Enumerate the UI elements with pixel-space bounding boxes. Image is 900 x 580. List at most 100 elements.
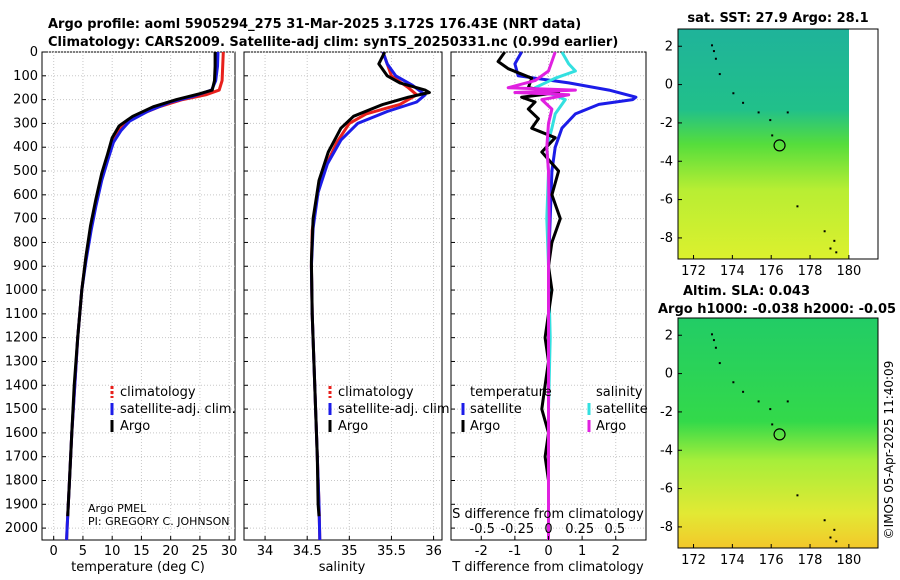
legend-temp-satellite: satellite <box>470 402 522 417</box>
x-tick-label: 2 <box>612 544 620 559</box>
sst-map-title: sat. SST: 27.9 Argo: 28.1 <box>687 11 868 26</box>
legend-satellite: satellite-adj. clim. <box>120 402 236 417</box>
y-tick-label: -2 <box>660 405 673 420</box>
sla-map-axes <box>677 317 879 549</box>
y-tick-label: 200 <box>13 93 38 108</box>
legend-argo: Argo <box>120 419 150 434</box>
legend-satellite: satellite-adj. clim. <box>338 402 454 417</box>
island-mark <box>711 44 714 47</box>
island-mark <box>771 134 774 137</box>
y-tick-label: 800 <box>13 235 38 250</box>
x-tick-label: 35 <box>341 544 358 559</box>
temperature-legend: climatology satellite-adj. clim. Argo <box>110 385 236 434</box>
y-tick-label: 400 <box>13 140 38 155</box>
sst-map-panel: sat. SST: 27.9 Argo: 28.1 172 174 176 178 18… <box>660 11 879 279</box>
island-mark <box>714 346 717 349</box>
legend-climatology: climatology <box>338 385 414 400</box>
y-tick-label: -4 <box>660 443 673 458</box>
sst-heatmap <box>678 29 849 259</box>
y-tick-label: 1100 <box>5 307 38 322</box>
island-mark <box>757 111 760 114</box>
sst-map-axes <box>677 28 879 260</box>
y-tick-label: 0 <box>665 78 673 93</box>
island-mark <box>786 111 789 114</box>
y-tick-label: 1600 <box>5 426 38 441</box>
island-mark <box>718 362 721 365</box>
x-tick-label: 1 <box>578 544 586 559</box>
x-tick-label: -2 <box>475 544 488 559</box>
x-tick-label: -1 <box>508 544 521 559</box>
x-tick-label: 180 <box>836 264 861 279</box>
x-tick-label: 176 <box>759 553 784 568</box>
salinity-panel: 34 34.5 35 35.5 36 salinity climatology sate… <box>243 51 454 575</box>
x-tick-label: 35.5 <box>377 544 406 559</box>
top-tick-label: 0.5 <box>604 522 625 537</box>
island-mark <box>712 50 715 53</box>
island-mark <box>714 57 717 60</box>
island-mark <box>732 381 735 384</box>
x-tick-label: 15 <box>133 544 150 559</box>
sla-map-panel: Altim. SLA: 0.043 Argo h1000: -0.038 h20… <box>658 284 896 568</box>
island-mark <box>829 247 832 250</box>
island-mark <box>796 205 799 208</box>
sla-map-title-2: Argo h1000: -0.038 h2000: -0.05 <box>658 302 896 317</box>
float-position-marker <box>773 139 786 152</box>
island-mark <box>833 528 836 531</box>
x-tick-label: 178 <box>798 553 823 568</box>
x-tick-label: 0 <box>50 544 58 559</box>
series-line-argo <box>309 51 431 517</box>
island-mark <box>835 540 838 543</box>
title-line-1: Argo profile: aoml 5905294_275 31-Mar-20… <box>48 17 581 32</box>
credit-line-1: Argo PMEL <box>88 502 147 515</box>
y-tick-label: 900 <box>13 259 38 274</box>
island-mark <box>823 519 826 522</box>
y-tick-label: -8 <box>660 231 673 246</box>
x-tick-label: 10 <box>104 544 121 559</box>
y-tick-label: -8 <box>660 520 673 535</box>
y-tick-label: 500 <box>13 164 38 179</box>
x-tick-label: 20 <box>162 544 179 559</box>
difference-top-xlabel: S difference from climatology <box>452 507 644 522</box>
series-line-salinity-argo <box>506 51 577 540</box>
x-tick-label: 25 <box>192 544 209 559</box>
legend-argo: Argo <box>338 419 368 434</box>
top-tick-label: -0.25 <box>500 522 534 537</box>
difference-panel: -2 -1 0 1 2 T difference from climatology S … <box>450 51 648 575</box>
y-tick-label: 1500 <box>5 402 38 417</box>
island-mark <box>742 101 745 104</box>
legend-sal-satellite: satellite <box>596 402 648 417</box>
y-tick-label: -4 <box>660 154 673 169</box>
temperature-xlabel: temperature (deg C) <box>71 560 205 575</box>
island-mark <box>769 408 772 411</box>
island-mark <box>742 390 745 393</box>
legend-temp-argo: Argo <box>470 419 500 434</box>
top-tick-label: 0.25 <box>565 522 594 537</box>
sla-map-title-1: Altim. SLA: 0.043 <box>683 284 810 299</box>
series-line-argo <box>66 52 217 517</box>
island-mark <box>712 339 715 342</box>
legend-climatology: climatology <box>120 385 196 400</box>
island-mark <box>718 73 721 76</box>
sla-heatmap <box>678 318 878 548</box>
difference-xlabel: T difference from climatology <box>451 560 644 575</box>
credit-line-2: PI: GREGORY C. JOHNSON <box>88 515 229 528</box>
island-mark <box>771 423 774 426</box>
float-position-marker <box>773 428 786 441</box>
legend-temperature-title: temperature <box>470 385 552 400</box>
x-tick-label: 0 <box>544 544 552 559</box>
island-mark <box>711 333 714 336</box>
y-tick-label: 1200 <box>5 331 38 346</box>
island-mark <box>829 536 832 539</box>
x-tick-label: 172 <box>681 264 706 279</box>
x-tick-label: 172 <box>681 553 706 568</box>
title-line-2: Climatology: CARS2009. Satellite-adj cli… <box>48 35 618 50</box>
y-tick-label: 1000 <box>5 283 38 298</box>
y-tick-label: 1800 <box>5 473 38 488</box>
x-tick-label: 30 <box>221 544 238 559</box>
x-tick-label: 34.5 <box>293 544 322 559</box>
y-tick-label: 2000 <box>5 521 38 536</box>
island-mark <box>757 400 760 403</box>
y-tick-label: 0 <box>30 45 38 60</box>
difference-legend: temperature satellite Argo salinity sate… <box>461 385 648 434</box>
